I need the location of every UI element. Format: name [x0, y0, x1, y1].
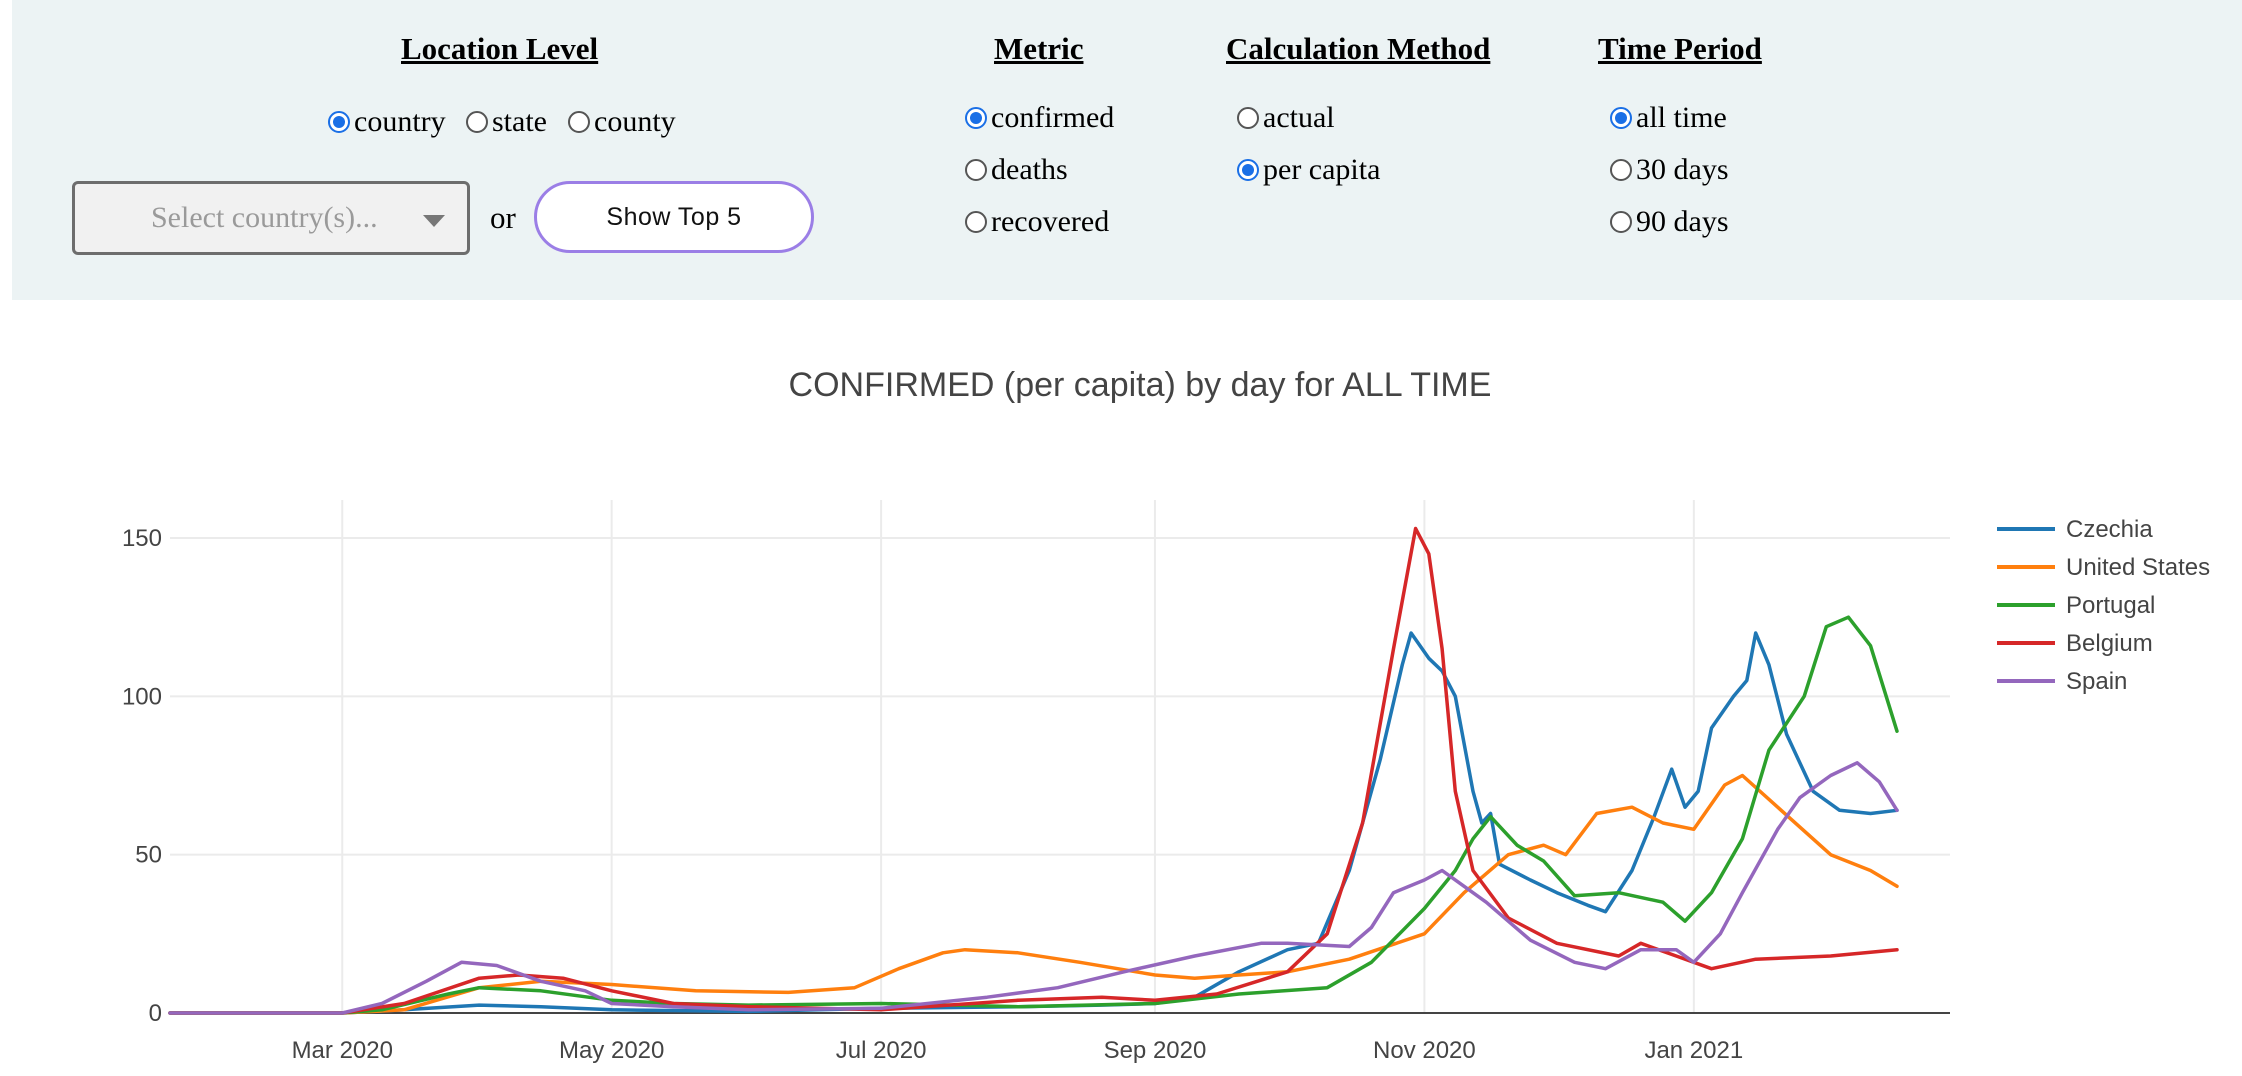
y-tick-label-3: 150: [122, 525, 162, 552]
radio-deaths[interactable]: deaths: [965, 153, 1068, 187]
legend-label-united-states: United States: [2066, 554, 2210, 581]
radio-confirmed-dot[interactable]: [965, 107, 987, 129]
country-select-placeholder: Select country(s)...: [151, 201, 378, 234]
chevron-down-icon: [423, 215, 445, 227]
radio-deaths-dot[interactable]: [965, 159, 987, 181]
chart-title: CONFIRMED (per capita) by day for ALL TI…: [788, 366, 1492, 404]
series-line-belgium: [168, 526, 1899, 1015]
radio-state-dot[interactable]: [466, 111, 488, 133]
radio-all-time-label: all time: [1636, 101, 1727, 134]
or-label: or: [490, 200, 516, 235]
x-tick-label-5: Jan 2021: [1644, 1037, 1743, 1064]
radio-state-label: state: [492, 105, 547, 138]
radio-recovered[interactable]: recovered: [965, 205, 1109, 239]
metric-title: Metric: [994, 31, 1084, 66]
radio-actual[interactable]: actual: [1237, 101, 1335, 135]
radio-county[interactable]: county: [568, 105, 676, 139]
series-line-portugal: [168, 615, 1899, 1015]
radio-per-capita-label: per capita: [1263, 153, 1381, 186]
time-period-title: Time Period: [1598, 31, 1762, 66]
y-tick-label-2: 100: [122, 683, 162, 710]
radio-90-days[interactable]: 90 days: [1610, 205, 1729, 239]
radio-all-time-dot[interactable]: [1610, 107, 1632, 129]
x-tick-label-4: Nov 2020: [1373, 1037, 1476, 1064]
radio-country-label: country: [354, 105, 446, 138]
radio-30-days-label: 30 days: [1636, 153, 1729, 186]
legend-label-portugal: Portugal: [2066, 592, 2155, 619]
radio-per-capita-dot[interactable]: [1237, 159, 1259, 181]
x-tick-label-1: May 2020: [559, 1037, 664, 1064]
radio-all-time[interactable]: all time: [1610, 101, 1727, 135]
series-line-spain: [168, 761, 1899, 1015]
x-tick-label-2: Jul 2020: [836, 1037, 927, 1064]
x-tick-label-0: Mar 2020: [292, 1037, 393, 1064]
legend-label-spain: Spain: [2066, 668, 2127, 695]
radio-90-days-label: 90 days: [1636, 205, 1729, 238]
series-line-united-states: [168, 773, 1899, 1015]
y-tick-label-1: 50: [135, 842, 162, 869]
radio-actual-dot[interactable]: [1237, 107, 1259, 129]
show-top-5-button[interactable]: Show Top 5: [534, 181, 814, 253]
legend-label-czechia: Czechia: [2066, 516, 2153, 543]
radio-per-capita[interactable]: per capita: [1237, 153, 1380, 187]
radio-recovered-label: recovered: [991, 205, 1110, 238]
country-select[interactable]: Select country(s)...: [72, 181, 470, 255]
radio-deaths-label: deaths: [991, 153, 1068, 186]
radio-state[interactable]: state: [466, 105, 547, 139]
radio-county-dot[interactable]: [568, 111, 590, 133]
radio-confirmed-label: confirmed: [991, 101, 1115, 134]
radio-county-label: county: [594, 105, 676, 138]
calculation-method-title: Calculation Method: [1226, 31, 1491, 66]
radio-country[interactable]: country: [328, 105, 446, 139]
radio-90-days-dot[interactable]: [1610, 211, 1632, 233]
radio-actual-label: actual: [1263, 101, 1335, 134]
radio-recovered-dot[interactable]: [965, 211, 987, 233]
radio-30-days[interactable]: 30 days: [1610, 153, 1729, 187]
x-tick-label-3: Sep 2020: [1104, 1037, 1207, 1064]
y-tick-label-0: 0: [149, 1000, 162, 1027]
location-level-title: Location Level: [401, 31, 599, 66]
radio-confirmed[interactable]: confirmed: [965, 101, 1114, 135]
legend-label-belgium: Belgium: [2066, 630, 2153, 657]
radio-country-dot[interactable]: [328, 111, 350, 133]
radio-30-days-dot[interactable]: [1610, 159, 1632, 181]
